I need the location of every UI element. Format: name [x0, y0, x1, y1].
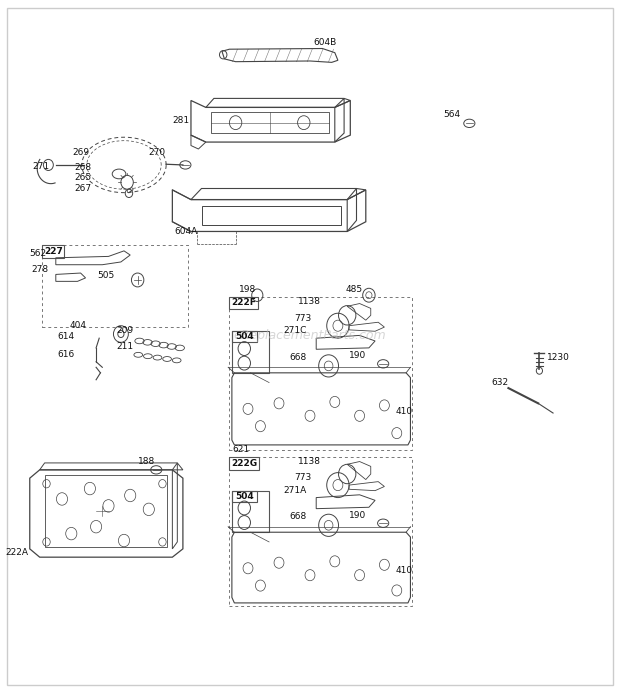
Text: 614: 614: [57, 332, 74, 341]
Text: 265: 265: [74, 173, 92, 182]
Text: 1230: 1230: [547, 353, 570, 362]
Text: 268: 268: [74, 163, 92, 172]
Text: 271C: 271C: [283, 326, 306, 335]
Text: 485: 485: [346, 285, 363, 294]
Text: 271: 271: [32, 162, 50, 170]
Text: 564: 564: [443, 110, 460, 119]
Text: 410: 410: [396, 566, 413, 575]
Text: 604B: 604B: [313, 38, 336, 47]
Text: 505: 505: [97, 271, 115, 280]
Text: 269: 269: [72, 148, 89, 157]
Text: 227: 227: [44, 247, 63, 256]
Text: 190: 190: [348, 511, 366, 520]
Text: 504: 504: [235, 333, 254, 341]
Text: 211: 211: [116, 342, 133, 351]
Text: 668: 668: [289, 353, 306, 362]
Text: 621: 621: [232, 445, 249, 454]
Text: 188: 188: [138, 457, 155, 466]
Text: 632: 632: [491, 378, 508, 387]
Text: 773: 773: [294, 314, 311, 323]
Text: 1138: 1138: [298, 297, 321, 306]
Text: 773: 773: [294, 473, 311, 482]
Text: eReplacementParts.com: eReplacementParts.com: [234, 329, 386, 342]
Text: 281: 281: [172, 116, 190, 125]
Text: 1138: 1138: [298, 457, 321, 466]
Text: 198: 198: [239, 285, 256, 294]
Text: 616: 616: [57, 350, 74, 359]
Text: 562: 562: [29, 249, 46, 258]
Text: 410: 410: [396, 407, 413, 416]
Text: 271A: 271A: [283, 486, 306, 495]
Text: 604A: 604A: [175, 227, 198, 236]
Text: 504: 504: [235, 492, 254, 500]
Text: 209: 209: [116, 326, 133, 335]
Text: 278: 278: [31, 265, 48, 274]
Text: 270: 270: [149, 148, 166, 157]
Text: 190: 190: [348, 351, 366, 360]
Text: 222G: 222G: [231, 459, 257, 468]
Text: 404: 404: [70, 321, 87, 330]
Text: 668: 668: [289, 512, 306, 521]
Text: 222F: 222F: [231, 299, 256, 307]
Text: 267: 267: [74, 184, 92, 193]
Text: 222A: 222A: [6, 548, 29, 557]
